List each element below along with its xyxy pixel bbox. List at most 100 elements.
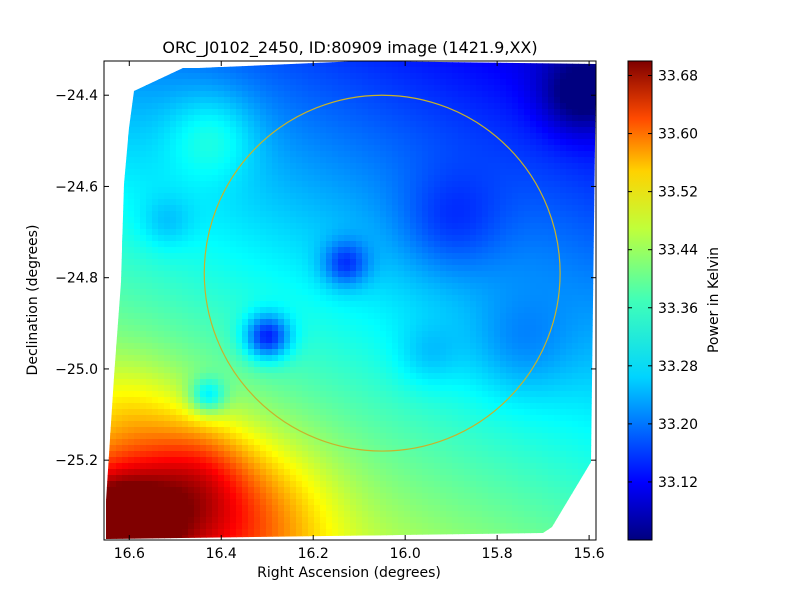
heatmap-cell	[116, 421, 123, 428]
heatmap-cell	[542, 211, 549, 218]
heatmap-cell	[284, 175, 291, 182]
heatmap-cell	[350, 169, 357, 176]
heatmap-cell	[572, 403, 579, 410]
heatmap-cell	[488, 271, 495, 278]
heatmap-cell	[308, 205, 315, 212]
heatmap-cell	[230, 145, 237, 152]
heatmap-cell	[512, 133, 519, 140]
heatmap-cell	[524, 241, 531, 248]
heatmap-cell	[260, 403, 267, 410]
heatmap-cell	[242, 109, 249, 116]
heatmap-cell	[560, 331, 567, 338]
heatmap-cell	[158, 397, 165, 404]
heatmap-cell	[158, 271, 165, 278]
heatmap-cell	[308, 307, 315, 314]
heatmap-cell	[578, 229, 585, 236]
heatmap-cell	[350, 223, 357, 230]
heatmap-cell	[320, 235, 327, 242]
heatmap-cell	[380, 151, 387, 158]
heatmap-cell	[458, 421, 465, 428]
heatmap-cell	[194, 181, 201, 188]
heatmap-cell	[344, 139, 351, 146]
heatmap-cell	[350, 163, 357, 170]
heatmap-cell	[242, 373, 249, 380]
heatmap-cell	[560, 259, 567, 266]
heatmap-cell	[122, 379, 129, 386]
heatmap-cell	[344, 229, 351, 236]
heatmap-cell	[266, 73, 273, 80]
heatmap-cell	[236, 385, 243, 392]
heatmap-cell	[326, 157, 333, 164]
heatmap-cell	[566, 397, 573, 404]
heatmap-cell	[158, 265, 165, 272]
heatmap-cell	[476, 91, 483, 98]
heatmap-cell	[380, 361, 387, 368]
heatmap-cell	[542, 169, 549, 176]
heatmap-cell	[326, 397, 333, 404]
heatmap-cell	[236, 403, 243, 410]
heatmap-cell	[440, 247, 447, 254]
heatmap-cell	[560, 379, 567, 386]
heatmap-cell	[458, 145, 465, 152]
heatmap-cell	[392, 409, 399, 416]
heatmap-cell	[554, 295, 561, 302]
heatmap-cell	[284, 385, 291, 392]
heatmap-cell	[164, 319, 171, 326]
heatmap-cell	[440, 403, 447, 410]
heatmap-cell	[380, 355, 387, 362]
heatmap-cell	[254, 367, 261, 374]
heatmap-cell	[182, 163, 189, 170]
heatmap-cell	[140, 115, 147, 122]
heatmap-cell	[332, 181, 339, 188]
heatmap-cell	[170, 73, 177, 80]
heatmap-cell	[254, 355, 261, 362]
heatmap-cell	[500, 367, 507, 374]
heatmap-cell	[182, 343, 189, 350]
heatmap-cell	[410, 247, 417, 254]
heatmap-cell	[476, 217, 483, 224]
heatmap-cell	[224, 193, 231, 200]
heatmap-cell	[374, 289, 381, 296]
heatmap-cell	[296, 187, 303, 194]
heatmap-cell	[326, 379, 333, 386]
heatmap-cell	[464, 229, 471, 236]
heatmap-cell	[266, 163, 273, 170]
heatmap-cell	[356, 115, 363, 122]
heatmap-cell	[398, 205, 405, 212]
heatmap-cell	[464, 115, 471, 122]
heatmap-cell	[434, 367, 441, 374]
heatmap-cell	[524, 181, 531, 188]
heatmap-cell	[530, 67, 537, 74]
heatmap-cell	[362, 265, 369, 272]
heatmap-cell	[512, 127, 519, 134]
heatmap-cell	[260, 277, 267, 284]
heatmap-cell	[506, 379, 513, 386]
heatmap-cell	[164, 235, 171, 242]
heatmap-cell	[146, 217, 153, 224]
heatmap-cell	[212, 373, 219, 380]
heatmap-cell	[380, 265, 387, 272]
heatmap-cell	[164, 397, 171, 404]
heatmap-cell	[128, 355, 135, 362]
heatmap-cell	[440, 169, 447, 176]
heatmap-cell	[488, 235, 495, 242]
heatmap-cell	[380, 91, 387, 98]
heatmap-cell	[566, 67, 573, 74]
heatmap-cell	[578, 295, 585, 302]
heatmap-cell	[380, 187, 387, 194]
heatmap-cell	[212, 247, 219, 254]
heatmap-cell	[266, 271, 273, 278]
heatmap-cell	[248, 355, 255, 362]
heatmap-cell	[266, 265, 273, 272]
heatmap-cell	[188, 319, 195, 326]
heatmap-cell	[518, 175, 525, 182]
heatmap-cell	[410, 391, 417, 398]
heatmap-cell	[296, 157, 303, 164]
heatmap-cell	[530, 355, 537, 362]
heatmap-cell	[296, 175, 303, 182]
heatmap-cell	[506, 97, 513, 104]
heatmap-cell	[224, 109, 231, 116]
heatmap-cell	[356, 67, 363, 74]
heatmap-cell	[404, 349, 411, 356]
heatmap-cell	[182, 319, 189, 326]
